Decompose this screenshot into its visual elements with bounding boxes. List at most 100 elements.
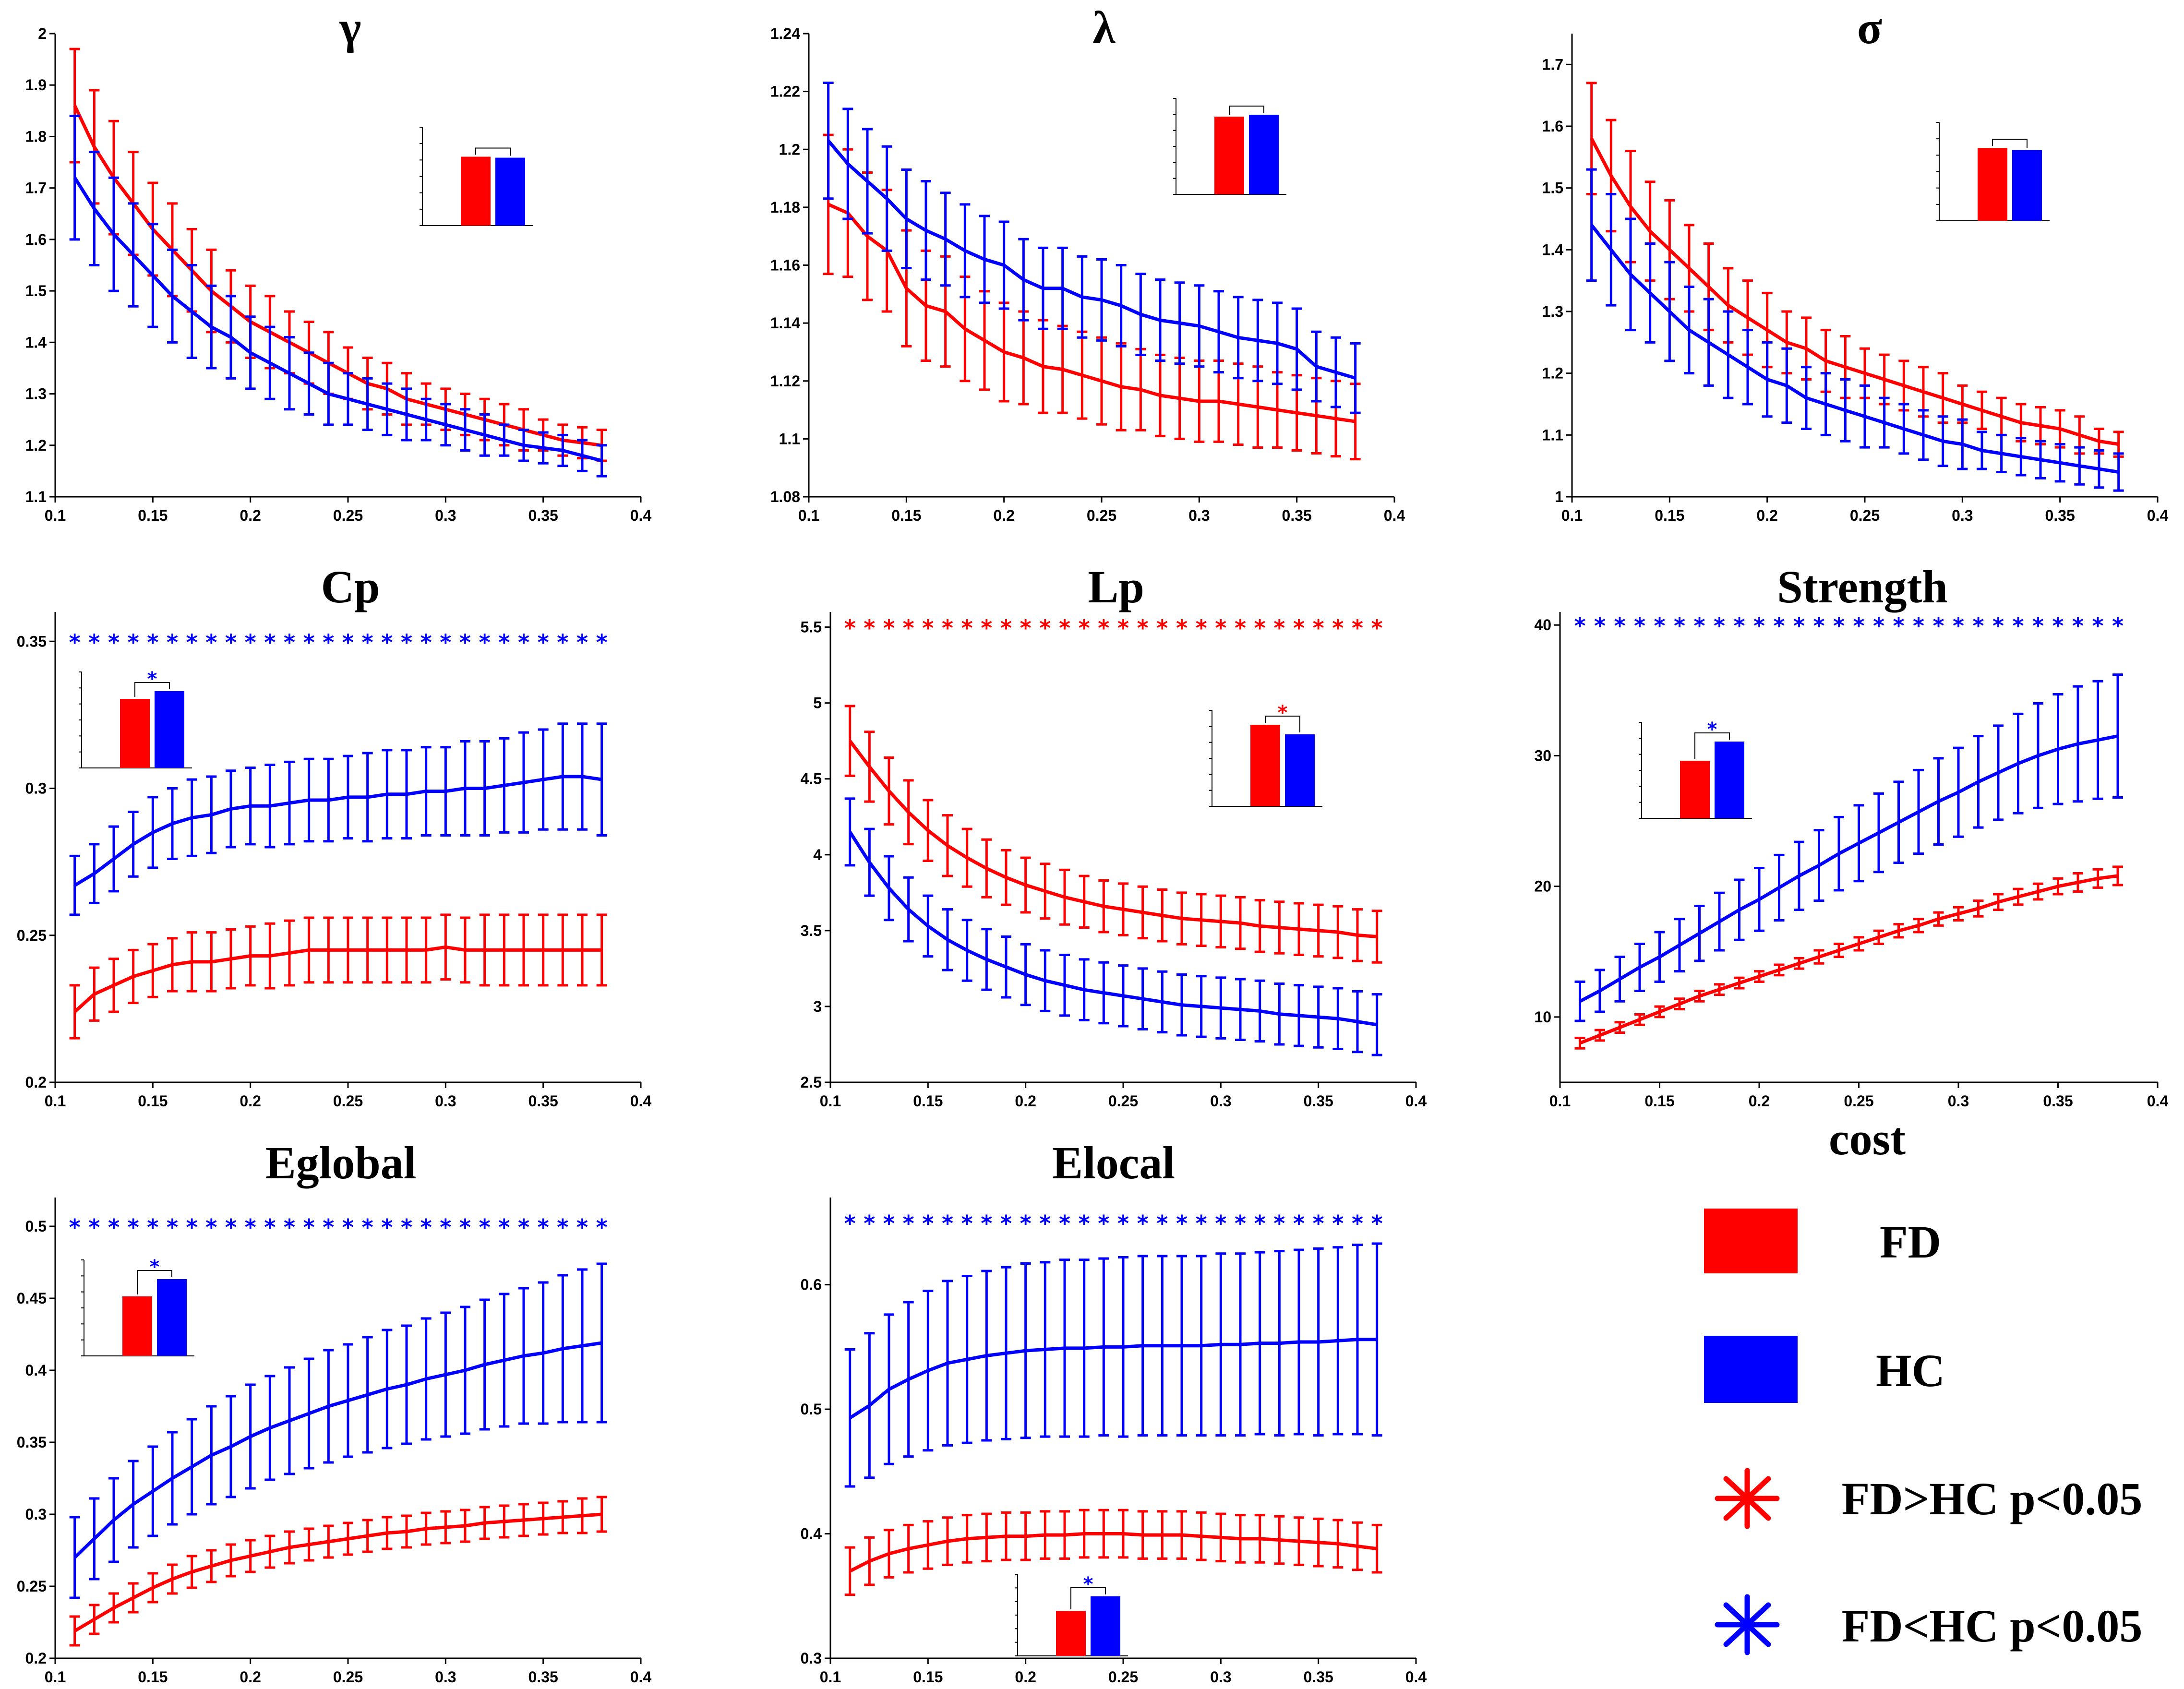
mean-line-fd <box>73 945 602 1013</box>
y-tick-label: 1.5 <box>25 282 47 299</box>
significance-star: * <box>1156 1210 1168 1236</box>
series-strength-hc <box>1574 673 2123 1022</box>
mean-line-hc <box>827 139 1356 380</box>
significance-star: * <box>128 1214 139 1240</box>
significance-star: * <box>1176 615 1188 641</box>
x-tick-label: 0.25 <box>1108 1092 1138 1110</box>
panel-gamma: γ 0.1 0.15 0.2 0.25 0.3 0.35 0.4 1.1 1.2 1.3 1.4 1.5… <box>25 2 652 524</box>
significance-star: * <box>1352 1210 1363 1236</box>
y-tick-label: 1.3 <box>1542 303 1563 320</box>
significance-star: * <box>1254 1210 1266 1236</box>
inset-bar-chart-cp: * <box>79 668 192 768</box>
significance-star: * <box>1098 615 1109 641</box>
inset-comparison-bracket <box>137 1270 172 1294</box>
y-tick-label: 1.16 <box>770 257 800 274</box>
mean-line-fd <box>849 1532 1378 1573</box>
significance-star: * <box>479 629 491 655</box>
significance-star: * <box>1332 615 1344 641</box>
series-lp-fd <box>844 705 1382 964</box>
x-tick-label: 0.3 <box>1210 1092 1231 1110</box>
y-tick-label: 1.3 <box>25 385 47 403</box>
inset-bar-fd <box>1250 725 1280 806</box>
x-tick-label: 0.25 <box>1108 1668 1138 1686</box>
inset-bar-chart-lambda <box>1173 98 1286 195</box>
significance-star: * <box>1079 615 1090 641</box>
panels-container: γ0.1 0.15 0.2 0.25 0.3 0.35 0.41.11.21.31.41.5… <box>17 2 2169 1686</box>
mean-line-fd <box>1579 874 2118 1045</box>
inset-bar-fd <box>1214 117 1244 194</box>
significance-star: * <box>883 1210 895 1236</box>
y-tick-label: 1.18 <box>770 199 800 216</box>
x-tick-label: 0.4 <box>2147 507 2169 524</box>
y-tick-label: 0.35 <box>17 633 47 650</box>
x-tick-label: 0.15 <box>138 1668 168 1686</box>
significance-star: * <box>284 1214 295 1240</box>
significance-star: * <box>1000 615 1012 641</box>
y-tick-label: 1.9 <box>25 76 47 94</box>
significance-star: * <box>108 1214 120 1240</box>
significance-star: * <box>186 629 198 655</box>
significance-star: * <box>167 1214 178 1240</box>
x-tick-label: 0.35 <box>2045 507 2075 524</box>
x-tick-label: 0.3 <box>1952 507 1973 524</box>
significance-star: * <box>1371 1210 1383 1236</box>
significance-star: * <box>1196 615 1207 641</box>
inset-bar-hc <box>1091 1596 1120 1656</box>
mean-line-hc <box>73 177 602 463</box>
y-tick-label: 1.08 <box>770 488 800 505</box>
significance-star: * <box>1714 613 1725 639</box>
significance-star: * <box>1117 1210 1129 1236</box>
x-tick-label: 0.1 <box>1549 1092 1571 1110</box>
significance-star: * <box>303 1214 315 1240</box>
x-tick-label: 0.15 <box>913 1092 943 1110</box>
x-tick-label: 0.2 <box>240 507 261 524</box>
y-tick-label: 0.4 <box>25 1362 47 1379</box>
x-tick-label: 0.4 <box>1384 507 1405 524</box>
significance-star: * <box>1176 1210 1188 1236</box>
significance-star: * <box>88 1214 100 1240</box>
y-tick-label: 0.45 <box>17 1290 47 1307</box>
significance-star: * <box>1773 613 1785 639</box>
significance-star: * <box>401 629 412 655</box>
mean-line-hc <box>848 831 1378 1027</box>
significance-star: * <box>1079 1210 1090 1236</box>
y-tick-label: 1.12 <box>770 372 800 390</box>
inset-bar-chart-gamma <box>420 127 533 226</box>
y-tick-label: 20 <box>1534 878 1551 895</box>
significance-star: * <box>69 629 81 655</box>
significance-star: * <box>2052 613 2064 639</box>
mean-line-fd <box>1590 138 2119 446</box>
significance-star: * <box>557 629 568 655</box>
inset-significance-star: * <box>1278 702 1288 724</box>
significance-star: * <box>2092 613 2103 639</box>
significance-star: * <box>1117 615 1129 641</box>
y-tick-label: 2.5 <box>801 1074 822 1091</box>
x-tick-label: 0.2 <box>1749 1092 1770 1110</box>
significance-star: * <box>883 615 895 641</box>
y-tick-label: 1.7 <box>1542 56 1563 73</box>
legend: FD HC FD>HC p<0.05 FD<HC p<0.05 <box>1704 1209 2142 1655</box>
mean-line-fd <box>73 105 602 447</box>
legend-red-asterisk-icon <box>1715 1468 1780 1529</box>
inset-bar-chart-strength: * <box>1639 719 1752 819</box>
y-tick-label: 0.2 <box>25 1650 47 1667</box>
significance-star: * <box>903 615 914 641</box>
inset-comparison-bracket <box>1694 732 1730 759</box>
inset-comparison-bracket <box>1229 106 1264 115</box>
x-tick-label: 0.2 <box>1756 507 1777 524</box>
x-tick-label: 0.25 <box>1087 507 1116 524</box>
significance-star: * <box>2032 613 2044 639</box>
panel-title-lp: Lp <box>1088 561 1144 612</box>
y-tick-label: 30 <box>1534 747 1551 764</box>
inset-bar-chart-eglobal: * <box>81 1256 194 1356</box>
significance-star: * <box>844 615 856 641</box>
significance-star: * <box>1972 613 1984 639</box>
significance-star: * <box>1196 1210 1207 1236</box>
significance-star: * <box>1793 613 1805 639</box>
y-tick-label: 0.6 <box>801 1276 822 1294</box>
significance-star: * <box>245 1214 256 1240</box>
significance-star: * <box>264 629 276 655</box>
x-tick-label: 0.4 <box>630 1092 652 1110</box>
significance-star: * <box>342 629 354 655</box>
x-tick-label: 0.1 <box>45 507 66 524</box>
